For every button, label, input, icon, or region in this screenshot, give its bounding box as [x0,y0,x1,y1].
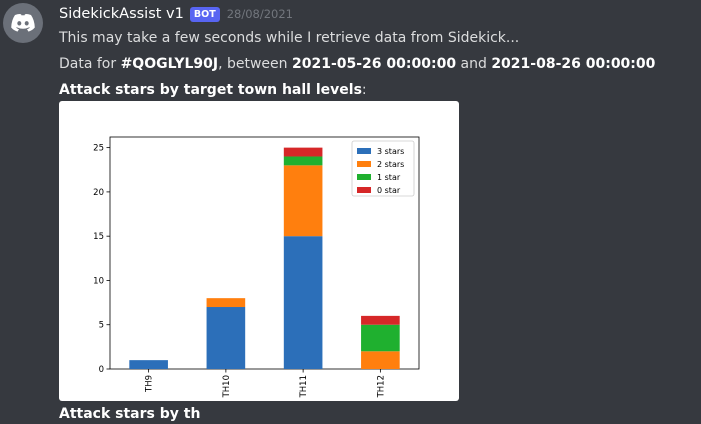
x-tick-label: TH11 [299,375,309,398]
avatar[interactable] [3,3,43,43]
section-heading: Attack stars by target town hall levels: [59,80,701,100]
legend-swatch [357,148,371,154]
x-tick-label: TH12 [376,375,386,398]
section-heading-colon: : [361,82,367,98]
y-tick-label: 0 [99,365,104,375]
y-tick-label: 15 [93,232,104,242]
bar-segment [206,307,246,369]
x-tick-label: TH9 [145,375,155,393]
legend-swatch [357,174,371,180]
clan-tag: #QOGLYL90J [120,56,219,72]
bar-segment [283,165,323,237]
y-tick-label: 20 [93,188,104,198]
legend-swatch [357,161,371,167]
y-tick-label: 10 [93,276,104,286]
message-line-data-range: Data for #QOGLYL90J, between 2021-05-26 … [59,54,701,74]
legend-label: 3 stars [377,147,404,156]
discord-logo-icon [11,13,35,32]
bot-tag: BOT [189,6,220,22]
plot-frame [109,136,420,370]
stacked-bar-chart: 0 5 10 15 20 25 TH9 TH10 TH11 TH12 3 stars 2 stars 1… [93,136,420,398]
legend-label: 0 star [377,186,401,195]
data-prefix: Data for [59,56,121,72]
message-header: SidekickAssist v1 BOT 28/08/2021 [59,4,701,24]
bar-segment [361,351,400,369]
y-tick-label: 25 [93,144,104,154]
bar-segment [129,360,168,369]
y-tick-label: 5 [99,321,104,331]
bar-segment [283,156,323,166]
chart-image[interactable]: 0 5 10 15 20 25 TH9 TH10 TH11 TH12 3 stars 2 stars 1… [59,101,459,401]
username[interactable]: SidekickAssist v1 [59,6,184,22]
legend-label: 1 star [377,173,401,182]
bar-segment [206,298,246,308]
legend-swatch [357,187,371,193]
bar-segment [283,236,323,369]
next-section-heading: Attack stars by th [59,406,201,422]
start-date: 2021-05-26 00:00:00 [291,56,457,72]
legend-box [351,140,415,197]
bar-segment [361,315,400,325]
and-text: and [456,56,492,72]
section-heading-text: Attack stars by target town hall levels [59,82,362,98]
end-date: 2021-08-26 00:00:00 [491,56,656,72]
x-tick-label: TH10 [222,375,232,398]
bar-segment [361,324,400,352]
message-line-loading: This may take a few seconds while I retr… [59,30,520,46]
legend-label: 2 stars [377,160,404,169]
between-text: , between [218,56,292,72]
timestamp: 28/08/2021 [226,7,293,21]
bar-segment [283,147,323,157]
message: SidekickAssist v1 BOT 28/08/2021 This ma… [59,4,701,100]
